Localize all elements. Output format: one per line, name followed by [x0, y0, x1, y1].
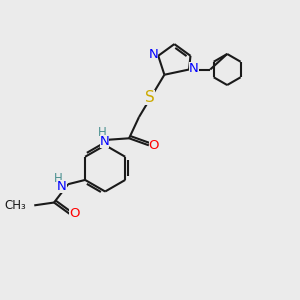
Text: H: H	[54, 172, 63, 185]
Text: CH₃: CH₃	[4, 199, 26, 212]
Text: S: S	[146, 90, 155, 105]
Text: H: H	[98, 126, 107, 139]
Text: N: N	[148, 48, 158, 61]
Text: N: N	[189, 61, 199, 75]
Text: O: O	[69, 207, 80, 220]
Text: O: O	[149, 139, 159, 152]
Text: N: N	[100, 135, 110, 148]
Text: N: N	[57, 180, 67, 193]
